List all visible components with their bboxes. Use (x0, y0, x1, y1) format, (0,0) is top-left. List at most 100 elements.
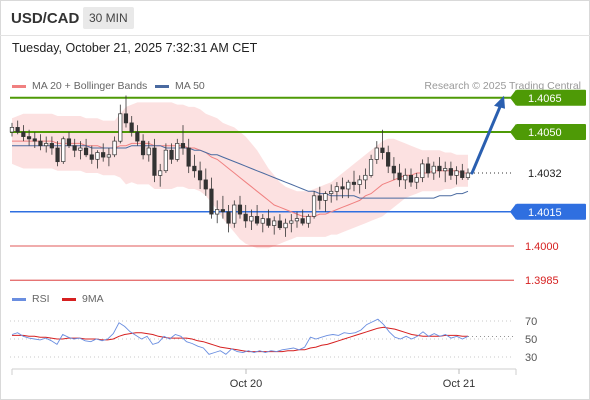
x-tick-label: Oct 21 (443, 378, 475, 390)
legend-rsi-label: RSI (32, 293, 50, 305)
level-label: 1.3985 (525, 275, 559, 287)
rsi-tick-label: 30 (525, 352, 537, 364)
projection-arrow-head (494, 95, 505, 109)
ma20-swatch (12, 84, 26, 88)
candle-body (72, 145, 77, 151)
credit-text: Research © 2025 Trading Central (424, 80, 581, 92)
candle-body (266, 218, 271, 226)
candle-body (15, 127, 20, 133)
candle-body (158, 170, 163, 176)
candle-body (232, 204, 237, 224)
level-label-bg (516, 203, 586, 220)
candle-body (300, 218, 305, 224)
candle-body (420, 163, 425, 178)
candle-body (26, 136, 32, 140)
legend-ma50: MA 50 (155, 80, 205, 92)
candle-body (323, 193, 328, 201)
candle-body (272, 220, 277, 226)
candle-body (215, 209, 220, 215)
level-label: 1.4065 (528, 93, 562, 105)
level-label-pointer (510, 89, 516, 106)
candle-body (448, 168, 453, 176)
candle-body (391, 165, 396, 174)
candle-body (311, 195, 317, 217)
level-label-bg (516, 165, 586, 182)
candle-body (437, 165, 442, 172)
level-label: 1.4000 (525, 241, 559, 253)
candle-body (237, 204, 243, 215)
candle-body (363, 174, 368, 181)
candle-body (454, 170, 459, 176)
legend-ma20: MA 20 + Bollinger Bands (12, 80, 147, 92)
candle-body (61, 138, 66, 162)
candle-body (443, 168, 448, 172)
candle-body (368, 159, 374, 176)
candle-body (192, 165, 197, 172)
candle-body (294, 218, 300, 222)
ma20-line (12, 140, 468, 217)
candle-body (32, 138, 37, 142)
candle-body (408, 174, 414, 183)
candle-body (152, 147, 157, 176)
candle-body (397, 172, 402, 181)
rsi-swatch (12, 297, 26, 301)
candle-body (38, 140, 43, 147)
timeframe-badge[interactable]: 30 MIN (83, 7, 134, 29)
candle-body (66, 138, 72, 146)
legend-ma20-label: MA 20 + Bollinger Bands (32, 80, 148, 92)
legend-ma50-label: MA 50 (175, 80, 205, 92)
symbol-title: USD/CAD (11, 10, 80, 27)
candle-body (289, 220, 294, 224)
candle-body (465, 172, 471, 178)
candle-body (329, 190, 334, 194)
candle-body (21, 131, 26, 137)
candle-body (243, 213, 248, 222)
candle-body (197, 170, 203, 181)
candle-body (431, 165, 436, 174)
candle-body (260, 218, 265, 224)
candle-body (351, 181, 357, 185)
candle-body (380, 147, 385, 153)
level-label-pointer (510, 203, 516, 220)
header: USD/CAD 30 MIN (0, 0, 590, 36)
x-tick-label: Oct 20 (230, 378, 262, 390)
candle-body (123, 113, 129, 124)
candle-body (414, 177, 419, 183)
candle-body (317, 195, 322, 201)
candle-body (186, 147, 191, 167)
candle-body (112, 140, 117, 156)
candle-body (106, 154, 111, 158)
candle-body (95, 152, 100, 160)
legend-9ma-label: 9MA (82, 293, 104, 305)
candle-body (386, 152, 391, 167)
legend-9ma: 9MA (62, 293, 104, 305)
projection-arrow-shaft (470, 105, 502, 175)
candle-body (374, 147, 379, 160)
candle-body (220, 209, 225, 213)
rsi-9ma-line (12, 326, 468, 353)
candle-body (175, 143, 180, 160)
candle-body (9, 127, 15, 133)
level-label: 1.4015 (528, 207, 562, 219)
9ma-swatch (62, 297, 76, 301)
timestamp: Tuesday, October 21, 2025 7:32:31 AM CET (12, 41, 258, 55)
candle-body (346, 181, 351, 190)
rsi-tick-label: 50 (525, 334, 537, 346)
candle-body (203, 179, 208, 190)
level-label-bg (516, 89, 586, 106)
candle-body (55, 147, 60, 163)
candle-body (340, 186, 345, 190)
candle-body (254, 216, 260, 224)
candle-body (226, 211, 231, 224)
candle-body (209, 188, 214, 215)
candle-body (425, 163, 431, 174)
candle-body (180, 143, 186, 149)
candle-body (135, 131, 140, 142)
level-label: 1.4050 (528, 127, 562, 139)
candle-body (83, 147, 89, 156)
candle-body (306, 216, 311, 224)
ma50-swatch (155, 84, 169, 88)
header-divider (0, 35, 590, 36)
candle-body (89, 154, 94, 160)
